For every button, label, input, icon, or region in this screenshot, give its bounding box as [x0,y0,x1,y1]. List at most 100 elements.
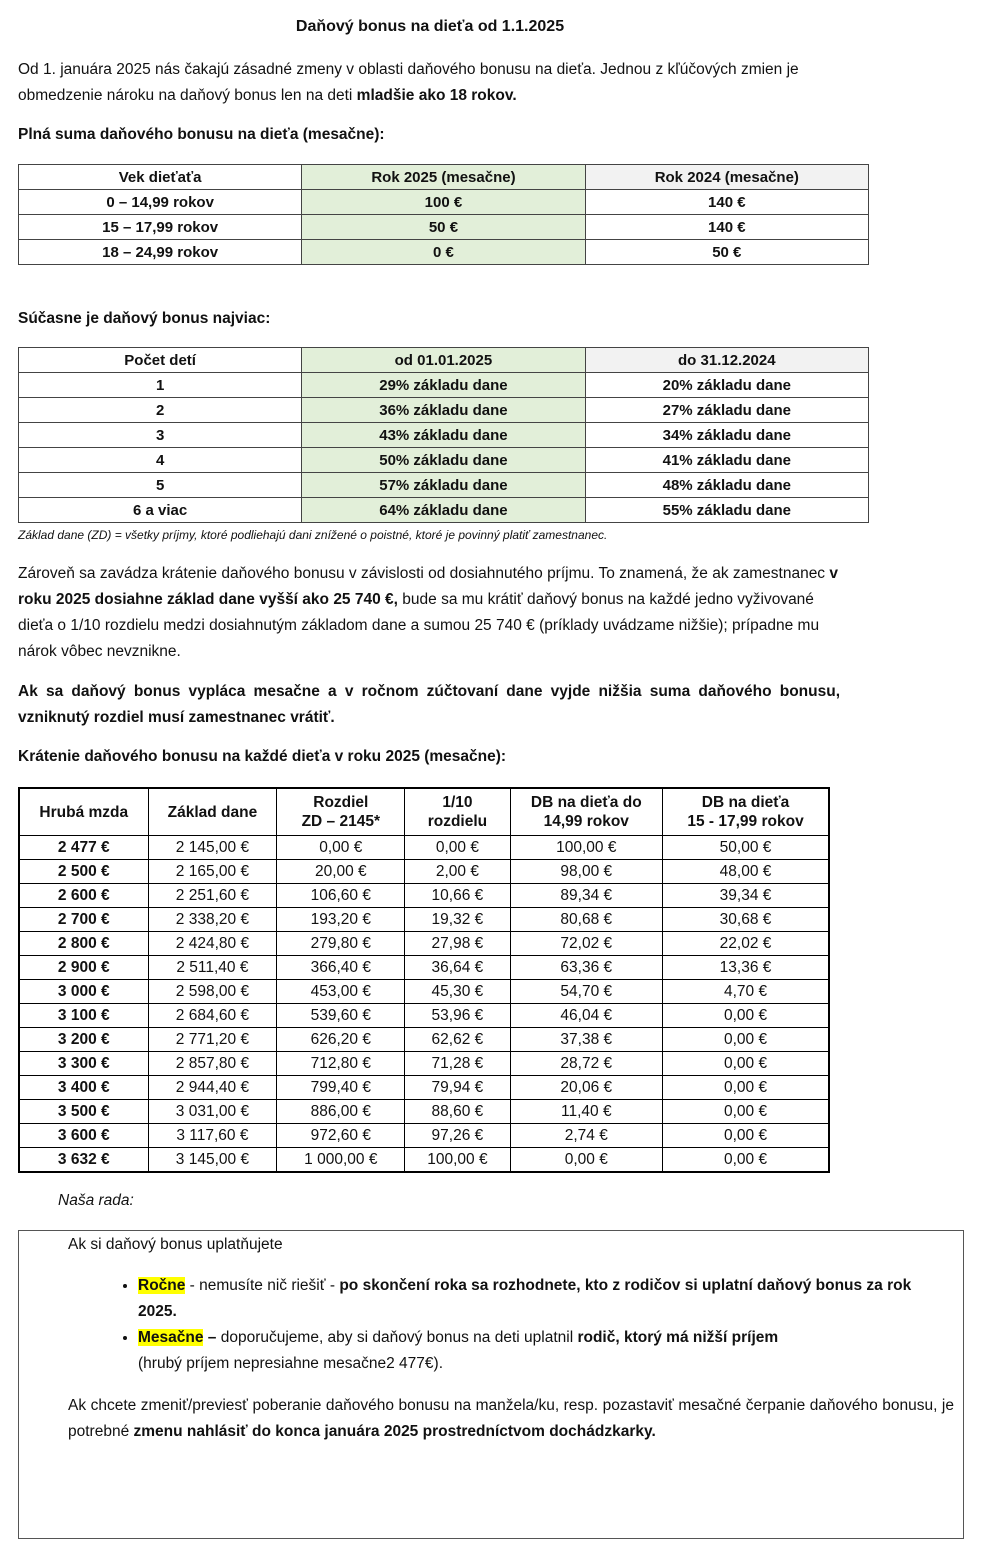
table-cell: 366,40 € [276,955,406,980]
table-cell: 0,00 € [662,1027,830,1052]
table-cell: 57% základu dane [301,472,586,498]
text: doporučujeme, aby si daňový bonus na det… [220,1329,578,1346]
table-cell: 3 300 € [18,1051,149,1076]
table-cell: 140 € [584,214,870,240]
table-cell: 799,40 € [276,1075,406,1100]
table-row: 15 – 17,99 rokov 50 €140 € [17,214,870,240]
table-cell: 2 684,60 € [147,1003,278,1028]
table-cell: 1 [17,372,303,398]
table-cell: 972,60 € [276,1123,406,1148]
column-header: od 01.01.2025 [301,347,586,373]
table-cell: 63,36 € [509,955,664,980]
table-cell: 886,00 € [276,1099,406,1124]
table-row: 3 43% základu dane 34% základu dane [17,422,870,448]
header-line: Rozdiel [313,794,369,811]
table-cell: 2 338,20 € [147,907,278,932]
table-cell: 45,30 € [404,979,511,1004]
table-cell: 55% základu dane [584,497,870,523]
section2-heading: Súčasne je daňový bonus najviac: [18,310,271,327]
text: Ak chcete zmeniť/previesť poberanie daňo… [68,1397,954,1440]
table-cell: 2 424,80 € [147,931,278,956]
column-header: Počet detí [17,347,303,373]
table-cell: 41% základu dane [584,447,870,473]
table-cell: 2,74 € [509,1123,664,1148]
table-cell: 30,68 € [662,907,830,932]
table-cell: 19,32 € [404,907,511,932]
table-cell: 62,62 € [404,1027,511,1052]
bold-text: rodič, ktorý má nižší príjem [577,1329,779,1346]
table-cell: 3 [17,422,303,448]
table-cell: 2 857,80 € [147,1051,278,1076]
table-row: 2 800 €2 424,80 €279,80 €27,98 €72,02 €2… [18,931,830,956]
advice-item-yearly: Ročne - nemusíte nič riešiť - po skončen… [138,1273,954,1325]
table-cell: 3 000 € [18,979,149,1004]
column-header: Rozdiel ZD – 2145* [276,787,406,836]
reduction-paragraph: Zároveň sa zavádza krátenie daňového bon… [18,561,840,665]
table-cell: 2 900 € [18,955,149,980]
table-cell: 0,00 € [662,1003,830,1028]
table-row: 4 50% základu dane 41% základu dane [17,447,870,473]
table-cell: 2 600 € [18,883,149,908]
table-cell: 50,00 € [662,835,830,860]
table-row: 18 – 24,99 rokov 0 €50 € [17,239,870,265]
table-cell: 712,80 € [276,1051,406,1076]
table-cell: 54,70 € [509,979,664,1004]
table-cell: 50% základu dane [301,447,586,473]
table-cell: 43% základu dane [301,422,586,448]
column-header: 1/10 rozdielu [404,787,511,836]
table-cell: 4 [17,447,303,473]
reduction-table: Hrubá mzda Základ dane Rozdiel ZD – 2145* 1/… [18,787,830,1173]
header-line: Základ dane [167,803,258,821]
header-line: rozdielu [427,813,488,830]
table-cell: 10,66 € [404,883,511,908]
header-row: Počet detí od 01.01.2025 do 31.12.2024 [17,347,870,373]
table-row: 0 – 14,99 rokov 100 €140 € [17,189,870,215]
table-cell: 27,98 € [404,931,511,956]
table-cell: 2 598,00 € [147,979,278,1004]
header-line: 15 - 17,99 rokov [687,813,804,830]
bonus-limit-table: Počet detí od 01.01.2025 do 31.12.2024 1 29%… [17,347,870,523]
table-cell: 100,00 € [509,835,664,860]
refund-paragraph: Ak sa daňový bonus vypláca mesačne a v r… [18,683,840,726]
table-row: 3 000 €2 598,00 €453,00 €45,30 €54,70 €4… [18,979,830,1004]
text: Zároveň sa zavádza krátenie daňového bon… [18,565,830,582]
advice-box: Ak si daňový bonus uplatňujete Ročne - n… [18,1230,964,1539]
column-header: Hrubá mzda [18,787,149,836]
table-cell: 20,00 € [276,859,406,884]
table-cell: 3 632 € [18,1147,149,1173]
advice-lead: Ak si daňový bonus uplatňujete [68,1236,283,1253]
header-line: DB na dieťa do [530,794,642,811]
table-row: 2 477 €2 145,00 €0,00 €0,00 €100,00 €50,… [18,835,830,860]
intro-bold: mladšie ako 18 rokov. [356,87,517,104]
column-header: Základ dane [147,787,278,836]
table-cell: 50 € [301,214,586,240]
table-cell: 64% základu dane [301,497,586,523]
header-line: 1/10 [442,794,473,811]
section3-heading: Krátenie daňového bonusu na každé dieťa … [18,748,507,765]
table-cell: 3 145,00 € [147,1147,278,1173]
column-header: DB na dieťa 15 - 17,99 rokov [662,787,830,836]
page-title: Daňový bonus na dieťa od 1.1.2025 [295,18,565,35]
table-cell: 140 € [584,189,870,215]
header-row: Hrubá mzda Základ dane Rozdiel ZD – 2145* 1/… [18,787,830,836]
bold-text: po skončení roka sa rozhodnete, kto z ro… [138,1277,912,1320]
table-cell: 0,00 € [276,835,406,860]
table-row: 3 632 €3 145,00 €1 000,00 €100,00 €0,00 … [18,1147,830,1173]
table-row: 3 600 €3 117,60 €972,60 €97,26 €2,74 €0,… [18,1123,830,1148]
table-cell: 539,60 € [276,1003,406,1028]
highlight: Mesačne [138,1329,204,1346]
table-cell: 50 € [584,239,870,265]
table-cell: 100,00 € [404,1147,511,1173]
table-cell: 5 [17,472,303,498]
table-row: 2 600 €2 251,60 €106,60 €10,66 €89,34 €3… [18,883,830,908]
table-row: 1 29% základu dane 20% základu dane [17,372,870,398]
table-cell: 453,00 € [276,979,406,1004]
table-cell: 3 200 € [18,1027,149,1052]
advice-list: Ročne - nemusíte nič riešiť - po skončen… [68,1273,954,1377]
table-cell: 3 500 € [18,1099,149,1124]
bonus-amount-table: Vek dieťaťa Rok 2025 (mesačne) Rok 2024 (m… [17,164,870,265]
table-cell: 79,94 € [404,1075,511,1100]
table-cell: 29% základu dane [301,372,586,398]
table-cell: 0 € [301,239,586,265]
table-cell: 46,04 € [509,1003,664,1028]
